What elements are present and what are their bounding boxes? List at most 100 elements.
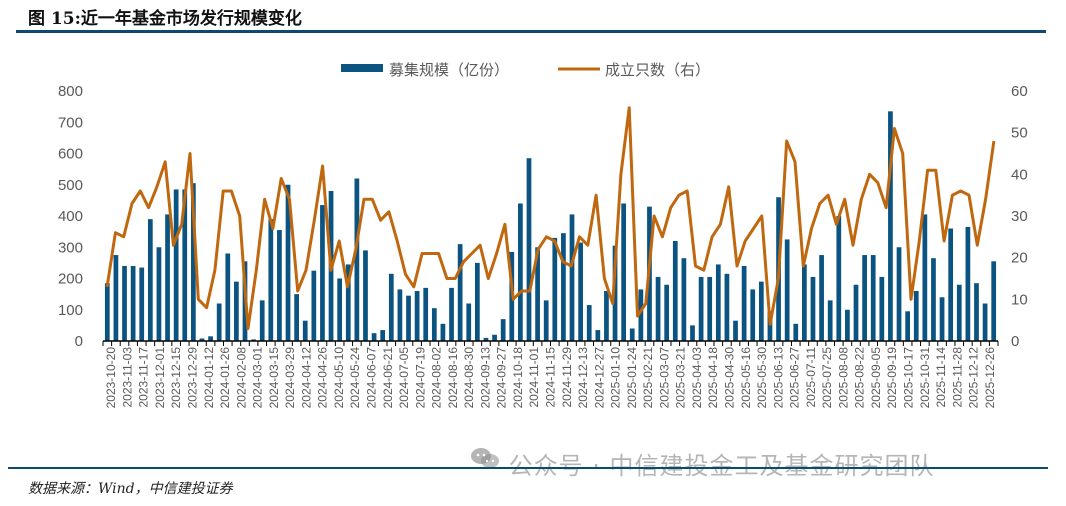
x-tick-label: 2024-07-19 [413, 347, 427, 409]
bar [363, 250, 368, 341]
bar [698, 276, 704, 341]
x-tick-label: 2023-12-01 [153, 347, 167, 409]
left-tick-label: 400 [58, 208, 83, 225]
bar [604, 291, 609, 341]
left-tick-label: 500 [58, 177, 83, 194]
x-tick-label: 2025-01-24 [625, 347, 639, 409]
x-tick-label: 2025-01-10 [609, 347, 623, 409]
x-tick-labels: 2023-10-20 2023-11-03 2023-11-17 2023-12-01… [104, 347, 997, 409]
bar [320, 205, 325, 341]
right-axis: 0 10 20 30 40 50 60 [1011, 83, 1028, 350]
x-tick-label: 2024-08-02 [430, 347, 444, 409]
x-tick-label: 2024-08-30 [462, 347, 476, 409]
bar [423, 287, 429, 341]
title-rule [16, 30, 1046, 33]
legend: 募集规模（亿份） 成立只数（右） [341, 61, 710, 79]
source-note: 数据来源：Wind，中信建投证券 [28, 481, 233, 497]
x-tick-label: 2024-02-08 [234, 347, 248, 409]
x-tick-label: 2025-06-27 [788, 347, 802, 409]
left-tick-label: 600 [58, 146, 83, 163]
bar [913, 291, 919, 341]
bar [655, 276, 661, 341]
x-tick-label: 2023-10-20 [104, 347, 118, 409]
x-tick-label: 2025-08-08 [836, 347, 850, 409]
bar [208, 336, 213, 341]
x-tick-label: 2024-03-01 [251, 347, 265, 409]
bar [294, 294, 299, 341]
bar [853, 284, 859, 341]
bar [380, 330, 386, 341]
x-tick-label: 2024-09-13 [478, 347, 492, 409]
x-tick-label: 2025-10-31 [918, 347, 932, 409]
bar [595, 330, 601, 341]
x-tick-label: 2025-07-25 [820, 347, 834, 409]
bar [397, 289, 403, 341]
bar [104, 283, 110, 341]
x-tick-label: 2025-08-22 [853, 347, 867, 409]
bar [784, 239, 790, 341]
bar [535, 247, 540, 341]
bar [793, 323, 799, 341]
bar [199, 338, 205, 341]
right-tick-label: 40 [1011, 166, 1028, 183]
x-tick-label: 2024-05-10 [332, 347, 346, 409]
bar [948, 228, 954, 341]
bar [251, 339, 256, 341]
x-tick-label: 2025-07-11 [804, 347, 818, 408]
bar [173, 189, 179, 341]
wechat-icon [470, 448, 500, 477]
bar [500, 319, 506, 341]
bar [311, 270, 317, 341]
x-tick-label: 2024-07-05 [397, 347, 411, 409]
left-axis: 0 100 200 300 400 500 600 700 800 [58, 83, 83, 350]
x-tick-label: 2024-11-15 [544, 347, 558, 408]
x-tick-label: 2025-05-30 [755, 347, 769, 409]
bar [259, 300, 265, 341]
x-tick-label: 2023-12-15 [169, 347, 183, 409]
bar [690, 325, 695, 341]
bar [113, 255, 119, 341]
x-tick-label: 2024-05-24 [348, 347, 362, 409]
bar [758, 281, 764, 341]
watermark: 公众号 · 中信建投金工及基金研究团队 [470, 446, 935, 481]
x-tick-label: 2025-06-13 [771, 347, 785, 409]
right-tick-label: 10 [1011, 291, 1028, 308]
bar [474, 262, 480, 341]
x-tick-label: 2024-06-07 [365, 347, 379, 409]
bar [819, 255, 824, 341]
bar [612, 245, 618, 341]
bar [750, 289, 756, 341]
bar [466, 303, 472, 341]
chart: 募集规模（亿份） 成立只数（右） 01002003004005006007008… [58, 61, 1028, 409]
bar [931, 258, 936, 341]
bar [139, 267, 145, 341]
bar [182, 189, 188, 341]
x-tick-label: 2025-05-16 [739, 347, 753, 409]
bar [827, 300, 833, 341]
bar [896, 247, 902, 341]
bar [388, 273, 394, 341]
bar [621, 203, 627, 341]
x-tick-label: 2025-12-12 [967, 347, 981, 409]
x-tick-label: 2025-04-18 [706, 347, 720, 409]
x-tick-label: 2024-08-16 [446, 347, 460, 409]
bar [767, 311, 773, 341]
bar [406, 295, 411, 341]
x-tick-label: 2025-10-17 [902, 347, 916, 409]
bar [457, 244, 463, 341]
x-tick-label: 2024-01-26 [218, 347, 232, 409]
x-tick-label: 2025-09-05 [869, 347, 883, 409]
bar [586, 305, 592, 341]
right-tick-label: 0 [1011, 333, 1019, 350]
x-tick-label: 2025-12-26 [983, 347, 997, 409]
bar [974, 283, 979, 341]
bar [939, 297, 945, 341]
x-ticks [102, 341, 999, 346]
x-tick-label: 2025-09-19 [885, 347, 899, 409]
bar [715, 264, 721, 341]
x-tick-label: 2024-06-21 [381, 347, 395, 409]
bar [492, 334, 497, 341]
bar [862, 255, 867, 341]
x-tick-label: 2023-11-03 [120, 347, 134, 408]
line-series [105, 106, 996, 330]
